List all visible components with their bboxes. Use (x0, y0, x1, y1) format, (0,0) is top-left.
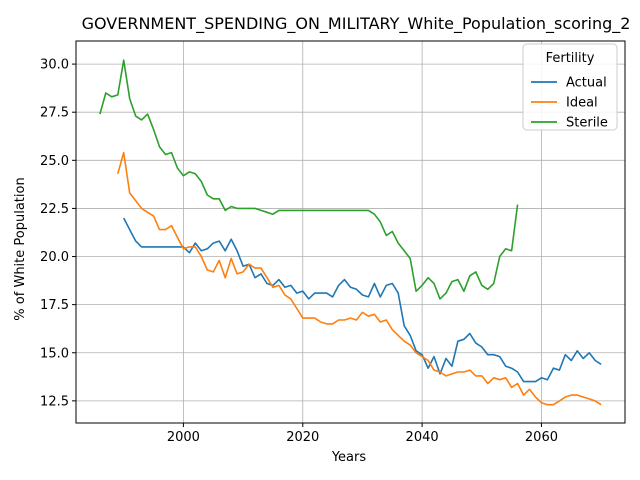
y-tick-label: 25.0 (40, 154, 69, 169)
x-tick-label: 2000 (167, 430, 200, 445)
legend-label-ideal: Ideal (566, 96, 598, 111)
y-axis-label: % of White Population (13, 177, 28, 320)
series-lines (99, 59, 602, 406)
legend-title: Fertility (546, 51, 595, 66)
series-line-ideal (117, 151, 602, 406)
x-tick-label: 2040 (406, 430, 439, 445)
legend: Fertility Actual Ideal Sterile (522, 43, 618, 131)
y-tick-label: 15.0 (40, 346, 69, 361)
y-tick-label: 12.5 (40, 394, 69, 409)
y-tick-label: 22.5 (40, 202, 69, 217)
x-tick-label: 2060 (525, 430, 558, 445)
legend-label-sterile: Sterile (566, 116, 608, 131)
series-line-sterile (99, 59, 519, 300)
x-axis-label: Years (331, 450, 367, 465)
y-tick-label: 20.0 (40, 250, 69, 265)
y-axis: 12.5 15.0 17.5 20.0 22.5 25.0 27.5 30.0 (40, 58, 76, 409)
y-tick-label: 30.0 (40, 58, 69, 73)
y-tick-label: 17.5 (40, 298, 69, 313)
legend-box (522, 43, 618, 131)
x-axis: 2000 2020 2040 2060 (167, 423, 558, 445)
x-tick-label: 2020 (286, 430, 319, 445)
chart-title: GOVERNMENT_SPENDING_ON_MILITARY_White_Po… (82, 14, 631, 34)
legend-label-actual: Actual (566, 76, 607, 91)
plot-frame (75, 40, 626, 424)
series-line-actual (122, 217, 602, 383)
y-tick-label: 27.5 (40, 106, 69, 121)
